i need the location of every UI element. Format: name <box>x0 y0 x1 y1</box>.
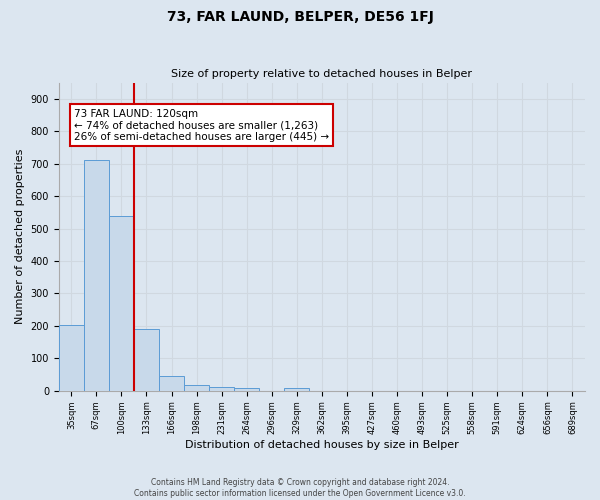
Bar <box>234 388 259 391</box>
Text: 73, FAR LAUND, BELPER, DE56 1FJ: 73, FAR LAUND, BELPER, DE56 1FJ <box>167 10 433 24</box>
X-axis label: Distribution of detached houses by size in Belper: Distribution of detached houses by size … <box>185 440 459 450</box>
Bar <box>209 386 234 391</box>
Bar <box>184 385 209 391</box>
Bar <box>284 388 310 391</box>
Bar <box>109 216 134 391</box>
Bar <box>59 325 84 391</box>
Text: 73 FAR LAUND: 120sqm
← 74% of detached houses are smaller (1,263)
26% of semi-de: 73 FAR LAUND: 120sqm ← 74% of detached h… <box>74 108 329 142</box>
Bar <box>159 376 184 391</box>
Bar <box>134 328 159 391</box>
Text: Contains HM Land Registry data © Crown copyright and database right 2024.
Contai: Contains HM Land Registry data © Crown c… <box>134 478 466 498</box>
Title: Size of property relative to detached houses in Belper: Size of property relative to detached ho… <box>172 69 472 79</box>
Y-axis label: Number of detached properties: Number of detached properties <box>15 149 25 324</box>
Bar <box>84 160 109 391</box>
